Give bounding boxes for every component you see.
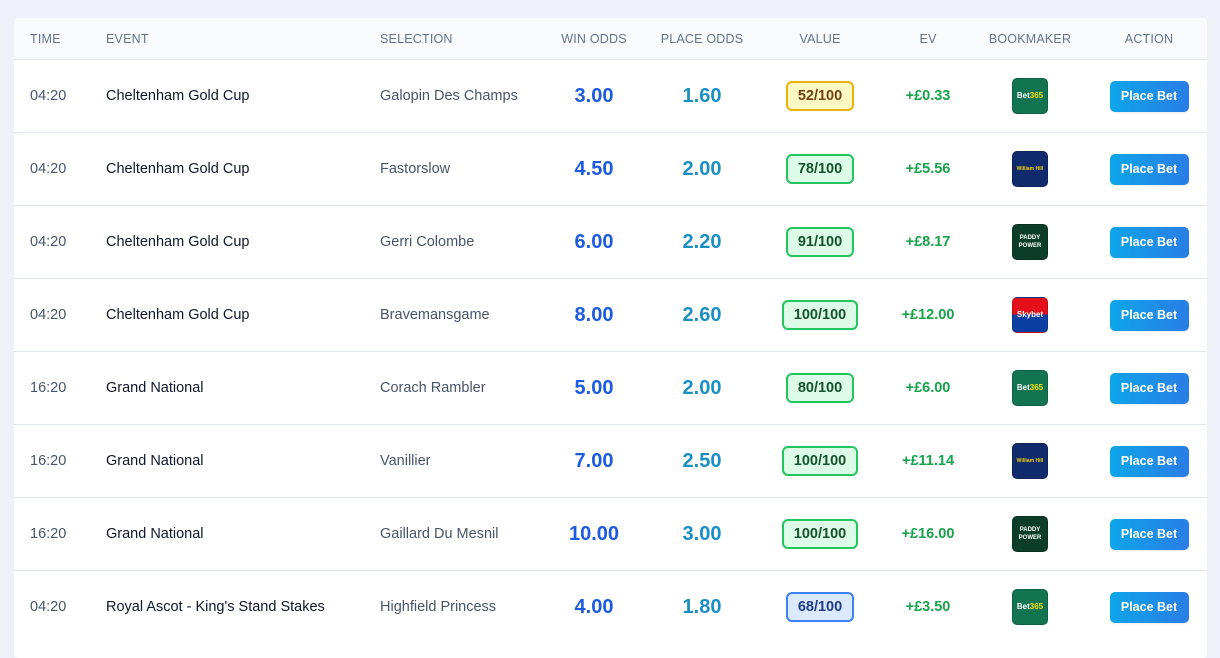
value-badge: 100/100 (781, 300, 859, 330)
selection-cell: Vanillier (380, 453, 431, 469)
bet365-logo-icon: Bet 365 (1012, 370, 1048, 406)
time-cell: 04:20 (30, 234, 67, 250)
win-odds-cell: 7.00 (574, 449, 614, 472)
place-odds-cell: 2.60 (682, 303, 722, 326)
ev-cell: +£16.00 (901, 526, 955, 542)
selection-cell: Fastorslow (380, 161, 451, 177)
value-badge: 52/100 (785, 81, 855, 111)
col-header-bookmaker: BOOKMAKER (988, 32, 1072, 46)
win-odds-cell: 3.00 (574, 84, 614, 107)
place-bet-button[interactable]: Place Bet (1109, 226, 1189, 258)
ev-cell: +£6.00 (905, 380, 951, 396)
win-odds-cell: 6.00 (574, 230, 614, 253)
place-odds-cell: 2.50 (682, 449, 722, 472)
event-cell: Cheltenham Gold Cup (106, 234, 250, 250)
time-cell: 04:20 (30, 599, 67, 615)
selection-cell: Bravemansgame (380, 307, 490, 323)
ev-cell: +£8.17 (905, 234, 951, 250)
place-bet-button[interactable]: Place Bet (1109, 299, 1189, 331)
table-row: 04:20 Cheltenham Gold Cup Bravemansgame 8.0… (14, 278, 1207, 351)
ev-cell: +£3.50 (905, 599, 951, 615)
event-cell: Grand National (106, 526, 204, 542)
place-odds-cell: 1.80 (682, 595, 722, 618)
table-row: 16:20 Grand National Corach Rambler 5.00 2.0… (14, 351, 1207, 424)
table-row: 04:20 Cheltenham Gold Cup Fastorslow 4.50 2.… (14, 132, 1207, 205)
value-badge: 68/100 (785, 592, 855, 622)
time-cell: 16:20 (30, 453, 67, 469)
col-header-place-odds: PLACE ODDS (660, 32, 744, 46)
event-cell: Cheltenham Gold Cup (106, 161, 250, 177)
selection-cell: Highfield Princess (380, 599, 497, 615)
time-cell: 16:20 (30, 380, 67, 396)
win-odds-cell: 4.00 (574, 595, 614, 618)
table-row: 04:20 Cheltenham Gold Cup Gerri Colombe 6.0… (14, 205, 1207, 278)
event-cell: Royal Ascot - King's Stand Stakes (106, 599, 325, 615)
value-badge: 91/100 (785, 227, 855, 257)
paddy-power-logo-icon: PADDY POWER (1012, 516, 1048, 552)
place-odds-cell: 1.60 (682, 84, 722, 107)
event-cell: Grand National (106, 380, 204, 396)
place-odds-cell: 2.00 (682, 376, 722, 399)
event-cell: Cheltenham Gold Cup (106, 307, 250, 323)
win-odds-cell: 4.50 (574, 157, 614, 180)
col-header-win-odds: WIN ODDS (561, 32, 627, 46)
table-row: 16:20 Grand National Gaillard Du Mesnil 10.… (14, 497, 1207, 570)
value-badge: 100/100 (781, 446, 859, 476)
time-cell: 04:20 (30, 88, 67, 104)
time-cell: 04:20 (30, 161, 67, 177)
table-header: TIME EVENT SELECTION WIN ODDS PLACE ODDS… (14, 18, 1207, 60)
ev-cell: +£5.56 (905, 161, 951, 177)
selection-cell: Galopin Des Champs (380, 88, 518, 104)
bet365-logo-icon: Bet 365 (1012, 589, 1048, 625)
ev-cell: +£0.33 (905, 88, 951, 104)
selection-cell: Gerri Colombe (380, 234, 475, 250)
value-badge: 80/100 (785, 373, 855, 403)
col-header-selection: SELECTION (380, 32, 453, 46)
selection-cell: Corach Rambler (380, 380, 486, 396)
william-hill-logo-icon: William Hill (1012, 151, 1048, 187)
bet365-logo-icon: Bet 365 (1012, 78, 1048, 114)
time-cell: 16:20 (30, 526, 67, 542)
table-row: 04:20 Cheltenham Gold Cup Galopin Des Cham… (14, 59, 1207, 132)
place-bet-button[interactable]: Place Bet (1109, 372, 1189, 404)
william-hill-logo-icon: William Hill (1012, 443, 1048, 479)
place-bet-button[interactable]: Place Bet (1109, 518, 1189, 550)
event-cell: Cheltenham Gold Cup (106, 88, 250, 104)
col-header-ev: EV (919, 32, 937, 46)
place-bet-button[interactable]: Place Bet (1109, 445, 1189, 477)
place-bet-button[interactable]: Place Bet (1109, 80, 1189, 112)
win-odds-cell: 10.00 (568, 522, 620, 545)
place-bet-button[interactable]: Place Bet (1109, 153, 1189, 185)
table-row: 16:20 Grand National Vanillier 7.00 2.50 +£11… (14, 424, 1207, 497)
value-badge: 100/100 (781, 519, 859, 549)
place-odds-cell: 3.00 (682, 522, 722, 545)
col-header-value: VALUE (799, 32, 841, 46)
ev-cell: +£11.14 (901, 453, 955, 469)
time-cell: 04:20 (30, 307, 67, 323)
col-header-event: EVENT (106, 32, 149, 46)
win-odds-cell: 5.00 (574, 376, 614, 399)
place-odds-cell: 2.00 (682, 157, 722, 180)
win-odds-cell: 8.00 (574, 303, 614, 326)
event-cell: Grand National (106, 453, 204, 469)
value-badge: 78/100 (785, 154, 855, 184)
ev-cell: +£12.00 (901, 307, 955, 323)
skybet-logo-icon: Skybet (1012, 297, 1048, 333)
selection-cell: Gaillard Du Mesnil (380, 526, 499, 542)
bets-table: TIME EVENT SELECTION WIN ODDS PLACE ODDS… (14, 18, 1207, 658)
paddy-power-logo-icon: PADDY POWER (1012, 224, 1048, 260)
col-header-time: TIME (30, 32, 61, 46)
place-bet-button[interactable]: Place Bet (1109, 591, 1189, 623)
col-header-action: ACTION (1124, 32, 1174, 46)
table-row: 04:20 Royal Ascot - King's Stand Stakes Hi… (14, 570, 1207, 643)
place-odds-cell: 2.20 (682, 230, 722, 253)
